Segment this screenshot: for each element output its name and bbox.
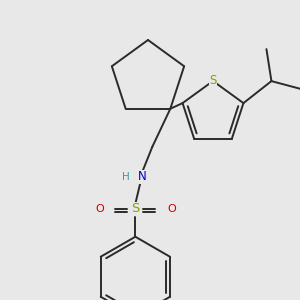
Text: S: S: [209, 74, 217, 88]
Text: O: O: [95, 204, 104, 214]
Text: S: S: [131, 202, 140, 215]
Text: O: O: [167, 204, 176, 214]
Text: N: N: [138, 170, 147, 183]
Text: H: H: [122, 172, 130, 182]
